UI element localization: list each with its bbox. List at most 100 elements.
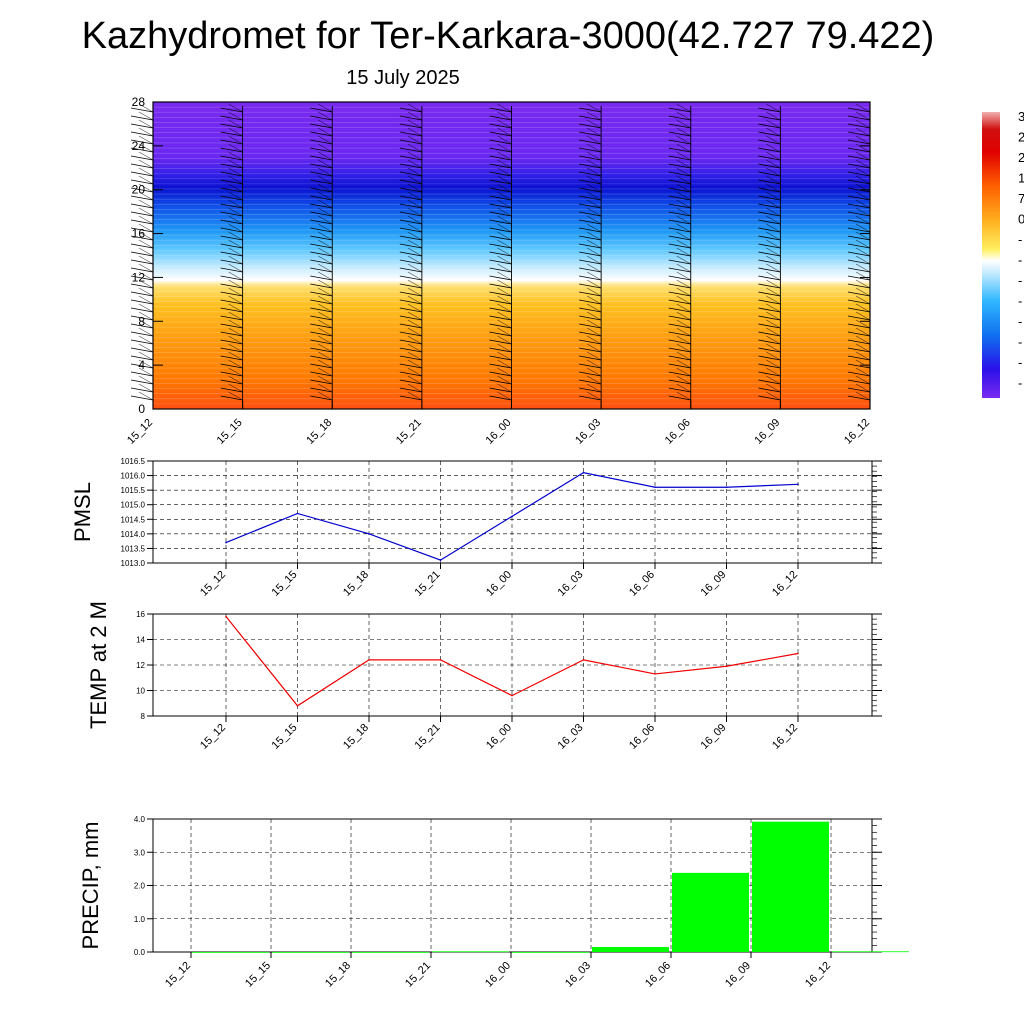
- wind-barb: [586, 359, 602, 369]
- wind-barb: [489, 211, 512, 217]
- wind-barb: [586, 191, 602, 201]
- wind-barb: [676, 359, 691, 369]
- profile-x-tick-label: 16_06: [663, 417, 693, 447]
- wind-barb: [579, 171, 602, 177]
- wind-barb: [399, 363, 422, 369]
- wind-barb: [676, 143, 691, 153]
- precip-x-tick-label: 15_18: [323, 960, 353, 990]
- wind-barb: [318, 143, 333, 153]
- wind-barb: [855, 375, 871, 385]
- colorbar-label: 2: [1018, 130, 1024, 145]
- wind-barb: [138, 327, 154, 337]
- wind-barb: [138, 119, 154, 129]
- pmsl-x-tick-label: 16_06: [627, 569, 657, 599]
- wind-barb: [228, 199, 243, 209]
- wind-barb: [407, 215, 423, 225]
- temp2m-data-point: [439, 659, 442, 661]
- wind-barb: [310, 115, 333, 121]
- temp2m-data-point: [797, 652, 799, 655]
- wind-barb: [676, 383, 691, 393]
- wind-barb: [228, 375, 243, 385]
- wind-barb: [318, 151, 333, 161]
- wind-barb: [668, 339, 691, 345]
- wind-barb: [310, 211, 333, 217]
- wind-barb: [766, 327, 781, 337]
- wind-barb: [310, 371, 333, 377]
- wind-barb: [318, 287, 333, 297]
- wind-barb: [138, 343, 154, 353]
- wind-barb: [758, 371, 781, 377]
- wind-barb: [766, 103, 781, 113]
- wind-barb: [138, 223, 154, 233]
- precip-panel: 0.0 1.0 2.0 3.0 4.0 15_12 15_15 15_18 15_21 16_00…: [78, 815, 909, 990]
- wind-barb: [676, 303, 691, 313]
- wind-barb: [130, 379, 154, 385]
- wind-barb: [579, 115, 602, 121]
- wind-barb: [228, 183, 243, 193]
- wind-barb: [847, 363, 871, 369]
- wind-barb: [855, 175, 871, 185]
- pmsl-y-tick-label: 1013.0: [121, 559, 146, 568]
- wind-barb: [310, 131, 333, 137]
- wind-barb: [318, 391, 333, 401]
- wind-barb: [489, 387, 512, 393]
- wind-barb: [220, 299, 243, 305]
- wind-barb: [407, 351, 423, 361]
- profile-y-tick-label: 28: [132, 95, 146, 109]
- wind-barb: [855, 159, 871, 169]
- wind-barb: [676, 207, 691, 217]
- wind-barb: [758, 251, 781, 257]
- wind-barb: [586, 319, 602, 329]
- wind-barb: [668, 203, 691, 209]
- wind-barb: [228, 351, 243, 361]
- wind-barb: [855, 191, 871, 201]
- wind-barb: [399, 155, 422, 161]
- wind-barb: [228, 311, 243, 321]
- wind-barb: [399, 147, 422, 153]
- wind-barb: [220, 155, 243, 161]
- wind-barb: [318, 111, 333, 121]
- wind-barb: [676, 231, 691, 241]
- wind-barb: [318, 383, 333, 393]
- colorbar-label: 7: [1018, 191, 1024, 206]
- wind-barb: [228, 279, 243, 289]
- wind-barb: [758, 171, 781, 177]
- wind-barb: [130, 195, 154, 201]
- wind-barb: [676, 135, 691, 145]
- precip-bar: [752, 821, 829, 952]
- wind-barb: [579, 163, 602, 169]
- colorbar-label: 3: [1018, 109, 1024, 124]
- wind-barb: [758, 291, 781, 297]
- wind-barb: [130, 147, 154, 153]
- wind-barb: [130, 131, 154, 137]
- wind-barb: [130, 275, 154, 281]
- wind-barb: [668, 187, 691, 193]
- wind-barb: [586, 167, 602, 177]
- temp2m-data-point: [296, 705, 299, 707]
- wind-barb: [130, 395, 154, 401]
- wind-barb: [130, 315, 154, 321]
- wind-barb: [489, 227, 512, 233]
- wind-barb: [847, 259, 871, 265]
- wind-barb: [766, 119, 781, 129]
- wind-barb: [497, 191, 512, 201]
- wind-barb: [855, 287, 871, 297]
- wind-barb: [220, 267, 243, 273]
- wind-barb: [668, 291, 691, 297]
- wind-barb: [676, 103, 691, 113]
- pmsl-x-tick-label: 15_21: [413, 569, 443, 599]
- wind-barb: [130, 331, 154, 337]
- pmsl-y-tick-label: 1016.0: [121, 472, 146, 481]
- wind-barb: [847, 339, 871, 345]
- wind-barb: [130, 291, 154, 297]
- wind-barb: [130, 227, 154, 233]
- pmsl-data-point: [225, 541, 227, 544]
- temp2m-y-axis-label: TEMP at 2 M: [86, 601, 111, 729]
- temp2m-x-tick-label: 16_12: [770, 722, 800, 752]
- wind-barb: [138, 143, 154, 153]
- precip-x-tick-label: 16_09: [723, 960, 753, 990]
- wind-barb: [847, 107, 871, 113]
- wind-barb: [228, 215, 243, 225]
- wind-barb: [855, 255, 871, 265]
- profile-x-tick-label: 15_21: [394, 417, 424, 447]
